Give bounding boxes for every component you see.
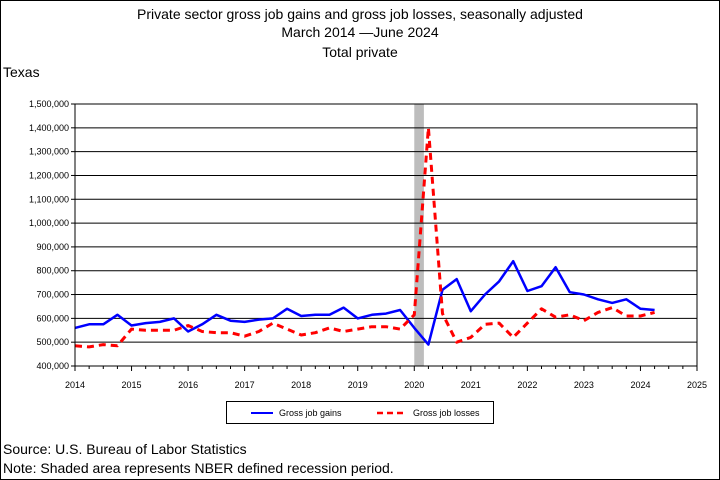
y-tick-label: 1,100,000 xyxy=(29,194,69,204)
recession-note: Note: Shaded area represents NBER define… xyxy=(3,460,394,476)
y-tick-label: 800,000 xyxy=(36,266,69,276)
x-tick-label: 2015 xyxy=(122,380,142,390)
legend-swatch-losses xyxy=(377,411,407,414)
x-tick-label: 2016 xyxy=(178,380,198,390)
y-tick-label: 600,000 xyxy=(36,313,69,323)
x-tick-label: 2019 xyxy=(348,380,368,390)
x-tick-label: 2018 xyxy=(291,380,311,390)
y-tick-label: 1,300,000 xyxy=(29,147,69,157)
chart-subtitle-dates: March 2014 —June 2024 xyxy=(281,24,439,40)
x-tick-label: 2017 xyxy=(235,380,255,390)
legend-swatch-gains xyxy=(251,411,273,414)
line-chart: 400,000 500,000 600,000 700,000 800,000 900,0… xyxy=(29,99,707,390)
x-tick-label: 2024 xyxy=(630,380,650,390)
y-tick-label: 1,000,000 xyxy=(29,218,69,228)
series-layer xyxy=(74,126,655,349)
chart-subtitle-series: Total private xyxy=(322,44,398,60)
legend: Gross job gains Gross job losses xyxy=(226,401,494,424)
x-tick-label: 2023 xyxy=(574,380,594,390)
source-note: Source: U.S. Bureau of Labor Statistics xyxy=(3,441,247,457)
series-line-gross-job-losses xyxy=(74,126,655,349)
y-tick-label: 700,000 xyxy=(36,290,69,300)
region-label: Texas xyxy=(3,64,40,80)
y-tick-label: 500,000 xyxy=(36,337,69,347)
x-tick-label: 2020 xyxy=(404,380,424,390)
legend-item-gains: Gross job gains xyxy=(251,402,342,423)
x-tick-label: 2021 xyxy=(461,380,481,390)
y-tick-label: 1,500,000 xyxy=(29,99,69,109)
series-line-gross-job-gains xyxy=(74,259,655,346)
legend-item-losses: Gross job losses xyxy=(377,402,480,423)
legend-label-losses: Gross job losses xyxy=(413,407,480,418)
x-tick-label: 2025 xyxy=(687,380,707,390)
y-tick-label: 400,000 xyxy=(36,361,69,371)
axis-layer: 400,000 500,000 600,000 700,000 800,000 900,0… xyxy=(29,99,707,390)
recession-band xyxy=(414,104,424,366)
x-tick-label: 2014 xyxy=(65,380,85,390)
recession-layer xyxy=(414,104,424,366)
y-tick-label: 900,000 xyxy=(36,242,69,252)
y-tick-label: 1,200,000 xyxy=(29,170,69,180)
x-tick-label: 2022 xyxy=(517,380,537,390)
y-tick-label: 1,400,000 xyxy=(29,123,69,133)
plot-border xyxy=(74,103,698,367)
legend-label-gains: Gross job gains xyxy=(279,407,342,418)
grid-layer xyxy=(75,103,697,343)
chart-title: Private sector gross job gains and gross… xyxy=(137,6,583,22)
